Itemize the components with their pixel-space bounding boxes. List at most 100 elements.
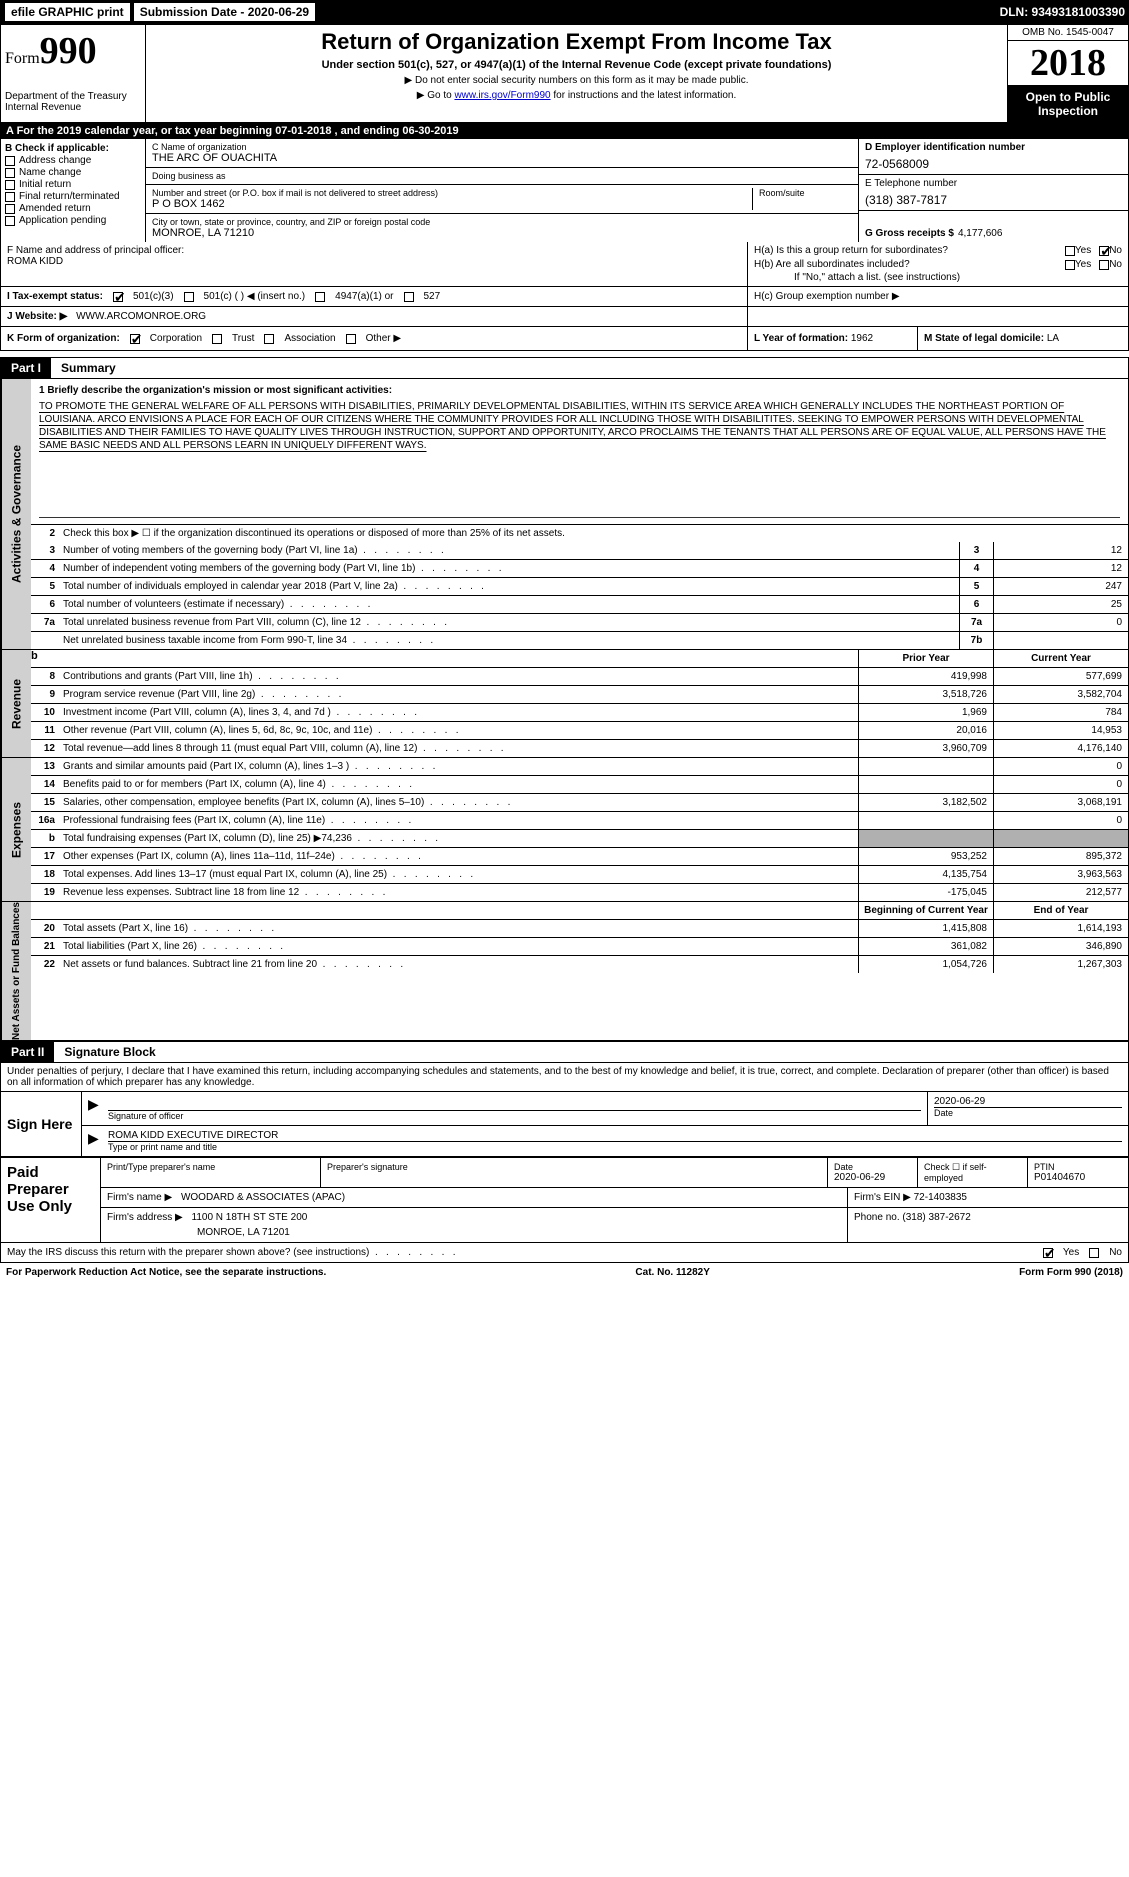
ag-line: 6Total number of volunteers (estimate if… (31, 596, 1128, 614)
g-label: G Gross receipts $ (865, 228, 954, 239)
table-row: 15Salaries, other compensation, employee… (31, 794, 1128, 812)
chk-amended[interactable] (5, 204, 15, 214)
firm-phone-label: Phone no. (854, 1212, 900, 1223)
form-label-footer: Form Form 990 (2018) (1019, 1267, 1123, 1278)
discuss-no[interactable] (1089, 1248, 1099, 1258)
form-subtitle: Under section 501(c), 527, or 4947(a)(1)… (150, 59, 1003, 71)
type-name-label: Type or print name and title (108, 1141, 1122, 1152)
sig-officer-label: Signature of officer (108, 1110, 921, 1121)
f-label: F Name and address of principal officer: (7, 245, 741, 256)
tab-net-assets: Net Assets or Fund Balances (1, 902, 31, 1040)
chk-app-pending[interactable] (5, 216, 15, 226)
part1-title: Summary (51, 358, 1128, 378)
section-bcde: B Check if applicable: Address change Na… (0, 139, 1129, 242)
prep-name-label: Print/Type preparer's name (107, 1162, 314, 1172)
net-assets-section: Net Assets or Fund Balances Beginning of… (0, 902, 1129, 1041)
chk-corp[interactable] (130, 334, 140, 344)
pra-notice: For Paperwork Reduction Act Notice, see … (6, 1267, 326, 1278)
open-inspection: Open to Public Inspection (1008, 86, 1128, 122)
tab-activities: Activities & Governance (1, 379, 31, 649)
table-row: 19Revenue less expenses. Subtract line 1… (31, 884, 1128, 901)
ag-line: Net unrelated business taxable income fr… (31, 632, 1128, 649)
dba-label: Doing business as (152, 171, 852, 181)
ptin-label: PTIN (1034, 1162, 1122, 1172)
current-year-header: Current Year (993, 650, 1128, 667)
table-row: 21Total liabilities (Part X, line 26)361… (31, 938, 1128, 956)
year-formed: 1962 (851, 333, 873, 344)
table-row: 22Net assets or fund balances. Subtract … (31, 956, 1128, 973)
sign-here-label: Sign Here (1, 1092, 81, 1156)
irs-link[interactable]: www.irs.gov/Form990 (454, 90, 550, 101)
k-label: K Form of organization: (7, 333, 120, 344)
c-name-label: C Name of organization (152, 142, 852, 152)
table-row: 14Benefits paid to or for members (Part … (31, 776, 1128, 794)
row-a-tax-year: A For the 2019 calendar year, or tax yea… (0, 123, 1129, 139)
table-row: 12Total revenue—add lines 8 through 11 (… (31, 740, 1128, 757)
d-label: D Employer identification number (865, 142, 1122, 153)
submission-box: Submission Date - 2020-06-29 (133, 2, 316, 22)
chk-name-change[interactable] (5, 168, 15, 178)
firm-ein-label: Firm's EIN ▶ (854, 1192, 911, 1203)
part1-num: Part I (1, 358, 51, 378)
chk-527[interactable] (404, 292, 414, 302)
m-label: M State of legal domicile: (924, 333, 1044, 344)
part1-header: Part I Summary (0, 357, 1129, 379)
begin-year-header: Beginning of Current Year (858, 902, 993, 919)
footer: For Paperwork Reduction Act Notice, see … (0, 1263, 1129, 1282)
ptin-value: P01404670 (1034, 1172, 1122, 1183)
tax-year: 2018 (1008, 41, 1128, 86)
website-value: WWW.ARCOMONROE.ORG (76, 311, 206, 322)
hb-yes[interactable] (1065, 260, 1075, 270)
table-row: 18Total expenses. Add lines 13–17 (must … (31, 866, 1128, 884)
prep-date: 2020-06-29 (834, 1172, 911, 1183)
hc-label: H(c) Group exemption number ▶ (748, 287, 1128, 306)
arrow-icon: ▶ (82, 1092, 102, 1125)
chk-501c[interactable] (184, 292, 194, 302)
prep-sig-label: Preparer's signature (327, 1162, 821, 1172)
signature-section: Sign Here ▶ Signature of officer 2020-06… (0, 1092, 1129, 1158)
gross-receipts: 4,177,606 (958, 228, 1003, 239)
paid-prep-label: Paid Preparer Use Only (1, 1158, 101, 1242)
e-label: E Telephone number (865, 178, 1122, 189)
j-label: J Website: ▶ (7, 311, 67, 322)
addr-value: P O BOX 1462 (152, 198, 752, 210)
part2-title: Signature Block (54, 1042, 1128, 1062)
chk-501c3[interactable] (113, 292, 123, 302)
ha-no[interactable] (1099, 246, 1109, 256)
declaration-text: Under penalties of perjury, I declare th… (0, 1063, 1129, 1092)
officer-name: ROMA KIDD (7, 256, 741, 267)
chk-other[interactable] (346, 334, 356, 344)
ag-line: 5Total number of individuals employed in… (31, 578, 1128, 596)
chk-address-change[interactable] (5, 156, 15, 166)
hb-no[interactable] (1099, 260, 1109, 270)
chk-trust[interactable] (212, 334, 222, 344)
ha-yes[interactable] (1065, 246, 1075, 256)
prior-year-header: Prior Year (858, 650, 993, 667)
date-label: Date (934, 1107, 1122, 1118)
table-row: 9Program service revenue (Part VIII, lin… (31, 686, 1128, 704)
chk-assoc[interactable] (264, 334, 274, 344)
discuss-row: May the IRS discuss this return with the… (0, 1243, 1129, 1263)
cat-no: Cat. No. 11282Y (635, 1267, 709, 1278)
tab-expenses: Expenses (1, 758, 31, 901)
officer-name-title: ROMA KIDD EXECUTIVE DIRECTOR (108, 1130, 1122, 1141)
chk-final-return[interactable] (5, 192, 15, 202)
paid-preparer-section: Paid Preparer Use Only Print/Type prepar… (0, 1158, 1129, 1243)
prep-date-label: Date (834, 1162, 911, 1172)
i-label: I Tax-exempt status: (7, 291, 103, 302)
form-number: Form990 (5, 29, 141, 73)
city-value: MONROE, LA 71210 (152, 227, 852, 239)
chk-4947[interactable] (315, 292, 325, 302)
ein-value: 72-0568009 (865, 157, 1122, 171)
b-label: B Check if applicable: (5, 143, 141, 154)
efile-box: efile GRAPHIC print (4, 2, 131, 22)
table-row: 17Other expenses (Part IX, column (A), l… (31, 848, 1128, 866)
ag-line: 4Number of independent voting members of… (31, 560, 1128, 578)
chk-initial-return[interactable] (5, 180, 15, 190)
table-row: 10Investment income (Part VIII, column (… (31, 704, 1128, 722)
state-domicile: LA (1047, 333, 1059, 344)
discuss-yes[interactable] (1043, 1248, 1053, 1258)
table-row: 11Other revenue (Part VIII, column (A), … (31, 722, 1128, 740)
ag-line: 7aTotal unrelated business revenue from … (31, 614, 1128, 632)
table-row: 20Total assets (Part X, line 16)1,415,80… (31, 920, 1128, 938)
